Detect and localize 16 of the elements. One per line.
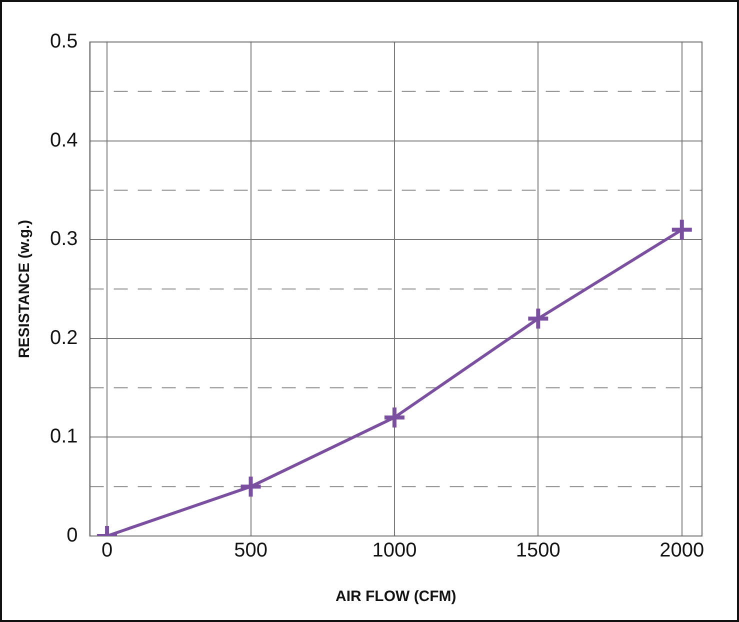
point xyxy=(238,474,263,499)
x-axis-title: AIR FLOW (CFM) xyxy=(335,588,456,606)
x-tick-label: 0 xyxy=(101,540,113,562)
y-tick-label: 0.4 xyxy=(50,129,78,152)
point xyxy=(526,306,550,331)
point xyxy=(670,218,694,242)
y-tick-label: 0.1 xyxy=(50,426,78,448)
y-tick-label: 0.2 xyxy=(50,326,78,349)
x-tick-label: 2000 xyxy=(660,540,704,562)
x-tick-label: 500 xyxy=(234,540,268,562)
y-tick-label: 0.3 xyxy=(50,228,78,250)
y-tick-label: 0.5 xyxy=(50,30,78,53)
y-axis-title: RESISTANCE (w.g.) xyxy=(16,220,34,358)
x-tick-label: 1000 xyxy=(372,540,417,562)
x-tick-label: 1500 xyxy=(516,540,560,562)
y-tick-label: 0 xyxy=(66,524,78,547)
